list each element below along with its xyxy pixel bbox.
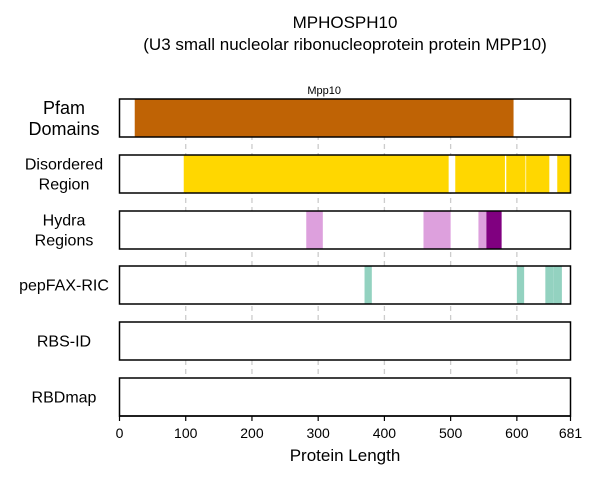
- track-border-4: [118, 321, 572, 361]
- track-1: Disordered Region: [25, 155, 571, 194]
- track-border-0: [118, 98, 572, 138]
- track-label: Domains: [28, 119, 99, 139]
- grid-lines: [185, 99, 518, 416]
- x-axis-label: Protein Length: [290, 446, 401, 465]
- segment-label: Mpp10: [307, 85, 341, 97]
- track-0-segment-0: [134, 99, 514, 137]
- x-tick-label-0: 0: [116, 425, 124, 441]
- track-3-segment-0: [364, 266, 372, 304]
- track-3-segment-1: [516, 266, 525, 304]
- track-background: [119, 322, 571, 360]
- x-tick-label-6: 600: [505, 425, 529, 441]
- track-border-2: [118, 210, 572, 250]
- x-axis: 0 100 200 300 400 500 600 681: [116, 415, 583, 441]
- track-1-segment-4: [557, 155, 571, 193]
- track-label: pepFAX-RIC: [19, 278, 109, 295]
- track-2-segment-1: [423, 211, 451, 249]
- track-1-segment-0: [183, 155, 449, 193]
- x-tick-label-1: 100: [174, 425, 198, 441]
- track-label: Region: [39, 177, 90, 194]
- track-label: Disordered: [25, 157, 103, 174]
- track-3: pepFAX-RIC: [19, 266, 571, 304]
- track-3-segment-2: [545, 266, 554, 304]
- chart-subtitle: (U3 small nucleolar ribonucleoprotein pr…: [143, 35, 546, 54]
- track-background: [119, 378, 571, 416]
- track-border-3: [118, 265, 572, 305]
- track-label: Hydra: [43, 213, 86, 230]
- track-2: Hydra Regions: [35, 211, 571, 250]
- x-tick-label-2: 200: [240, 425, 264, 441]
- track-2-segment-0: [306, 211, 323, 249]
- x-tick-label-4: 400: [373, 425, 397, 441]
- track-2-segment-3: [486, 211, 502, 249]
- track-label: Pfam: [43, 98, 85, 118]
- track-1-segment-1: [455, 155, 505, 193]
- track-3-segment-3: [553, 266, 562, 304]
- x-tick-label-5: 500: [439, 425, 463, 441]
- track-1-segment-3: [526, 155, 550, 193]
- track-label: RBDmap: [32, 390, 97, 407]
- track-background: [119, 211, 571, 249]
- track-5: RBDmap: [32, 378, 571, 416]
- track-1-segment-2: [506, 155, 526, 193]
- track-border-1: [118, 154, 572, 194]
- chart-title: MPHOSPH10: [293, 13, 398, 32]
- track-label: Regions: [35, 233, 94, 250]
- x-tick-label-3: 300: [306, 425, 330, 441]
- track-label: RBS-ID: [37, 334, 91, 351]
- track-2-segment-2: [478, 211, 487, 249]
- x-tick-label-7: 681: [559, 425, 583, 441]
- track-background: [119, 266, 571, 304]
- track-4: RBS-ID: [37, 322, 571, 360]
